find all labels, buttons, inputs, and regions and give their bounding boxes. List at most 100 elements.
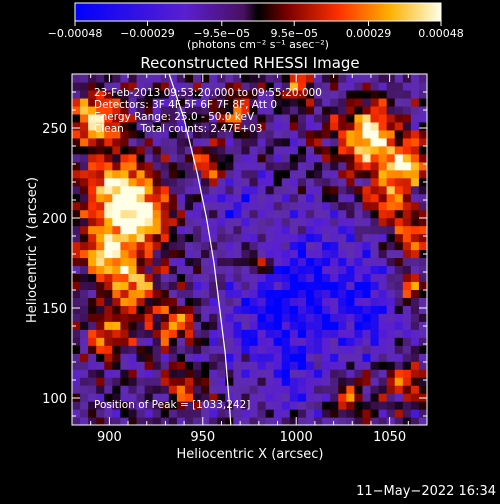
heatmap-cell	[72, 369, 81, 378]
heatmap-cell	[289, 273, 299, 283]
heatmap-cell	[322, 321, 331, 330]
heatmap-cell	[233, 401, 243, 410]
heatmap-cell	[144, 353, 154, 362]
heatmap-cell	[402, 417, 412, 425]
heatmap-cell	[257, 409, 267, 418]
heatmap-cell	[128, 345, 138, 354]
heatmap-cell	[314, 209, 323, 219]
heatmap-cell	[136, 225, 146, 235]
heatmap-cell	[184, 201, 194, 211]
heatmap-cell	[402, 201, 412, 211]
heatmap-cell	[346, 89, 355, 99]
heatmap-cell	[201, 161, 210, 171]
heatmap-cell	[370, 225, 380, 235]
heatmap-cell	[418, 129, 427, 139]
heatmap-cell	[330, 297, 339, 306]
heatmap-cell	[168, 74, 178, 83]
heatmap-cell	[257, 241, 267, 251]
heatmap-cell	[80, 257, 89, 267]
heatmap-cell	[386, 145, 396, 155]
heatmap-cell	[120, 329, 130, 338]
heatmap-cell	[152, 297, 162, 306]
heatmap-cell	[370, 233, 380, 243]
heatmap-cell	[265, 417, 275, 425]
heatmap-cell	[265, 369, 275, 378]
heatmap-cell	[128, 169, 138, 179]
heatmap-cell	[144, 265, 154, 275]
heatmap-cell	[88, 393, 97, 402]
heatmap-cell	[265, 313, 275, 322]
heatmap-cell	[297, 273, 307, 283]
heatmap-cell	[394, 153, 404, 163]
heatmap-cell	[225, 185, 234, 195]
heatmap-cell	[410, 74, 420, 83]
heatmap-cell	[241, 345, 251, 354]
heatmap-cell	[354, 209, 364, 219]
heatmap-cell	[418, 297, 427, 306]
heatmap-cell	[281, 89, 291, 99]
heatmap-cell	[120, 233, 130, 243]
heatmap-cell	[233, 233, 243, 243]
heatmap-cell	[184, 217, 194, 227]
heatmap-cell	[281, 233, 291, 243]
heatmap-cell	[201, 169, 210, 179]
heatmap-cell	[346, 361, 355, 370]
heatmap-cell	[217, 297, 226, 306]
heatmap-cell	[297, 169, 307, 179]
heatmap-cell	[96, 137, 105, 147]
heatmap-cell	[354, 305, 364, 314]
heatmap-cell	[249, 281, 259, 290]
x-tick-label: 1050	[373, 430, 406, 445]
heatmap-cell	[386, 74, 396, 83]
heatmap-cell	[394, 185, 404, 195]
heatmap-cell	[418, 329, 427, 338]
heatmap-cell	[160, 313, 170, 322]
heatmap-cell	[152, 153, 162, 163]
heatmap-cell	[152, 137, 162, 147]
heatmap-cell	[168, 105, 178, 115]
heatmap-cell	[225, 313, 234, 322]
heatmap-cell	[184, 74, 194, 83]
heatmap-cell	[120, 377, 130, 386]
heatmap-cell	[136, 217, 146, 227]
heatmap-cell	[176, 97, 186, 107]
heatmap-cell	[80, 417, 89, 425]
heatmap-cell	[338, 329, 347, 338]
heatmap-cell	[354, 129, 364, 139]
heatmap-cell	[233, 289, 243, 298]
heatmap-cell	[193, 177, 202, 187]
heatmap-cell	[273, 417, 283, 425]
heatmap-cell	[338, 89, 347, 99]
heatmap-cell	[233, 385, 243, 394]
heatmap-cell	[160, 153, 170, 163]
heatmap-cell	[209, 393, 218, 402]
heatmap-cell	[289, 377, 299, 386]
heatmap-cell	[72, 265, 81, 275]
heatmap-cell	[354, 337, 364, 346]
heatmap-cell	[386, 217, 396, 227]
heatmap-cell	[249, 385, 259, 394]
heatmap-cell	[241, 217, 251, 227]
heatmap-cell	[249, 137, 259, 147]
heatmap-cell	[128, 329, 138, 338]
heatmap-cell	[386, 121, 396, 131]
heatmap-cell	[193, 193, 202, 203]
heatmap-cell	[297, 193, 307, 203]
heatmap-cell	[394, 281, 404, 290]
heatmap-cell	[305, 137, 315, 147]
heatmap-cell	[354, 313, 364, 322]
heatmap-cell	[88, 257, 97, 267]
heatmap-cell	[386, 401, 396, 410]
heatmap-cell	[80, 97, 89, 107]
heatmap-cell	[338, 113, 347, 123]
heatmap-cell	[160, 265, 170, 275]
heatmap-cell	[265, 145, 275, 155]
heatmap-cell	[378, 385, 388, 394]
heatmap-cell	[241, 153, 251, 163]
heatmap-cell	[346, 81, 355, 91]
heatmap-cell	[378, 417, 388, 425]
heatmap-cell	[289, 257, 299, 267]
heatmap-cell	[338, 81, 347, 91]
heatmap-cell	[80, 361, 89, 370]
heatmap-cell	[410, 417, 420, 425]
